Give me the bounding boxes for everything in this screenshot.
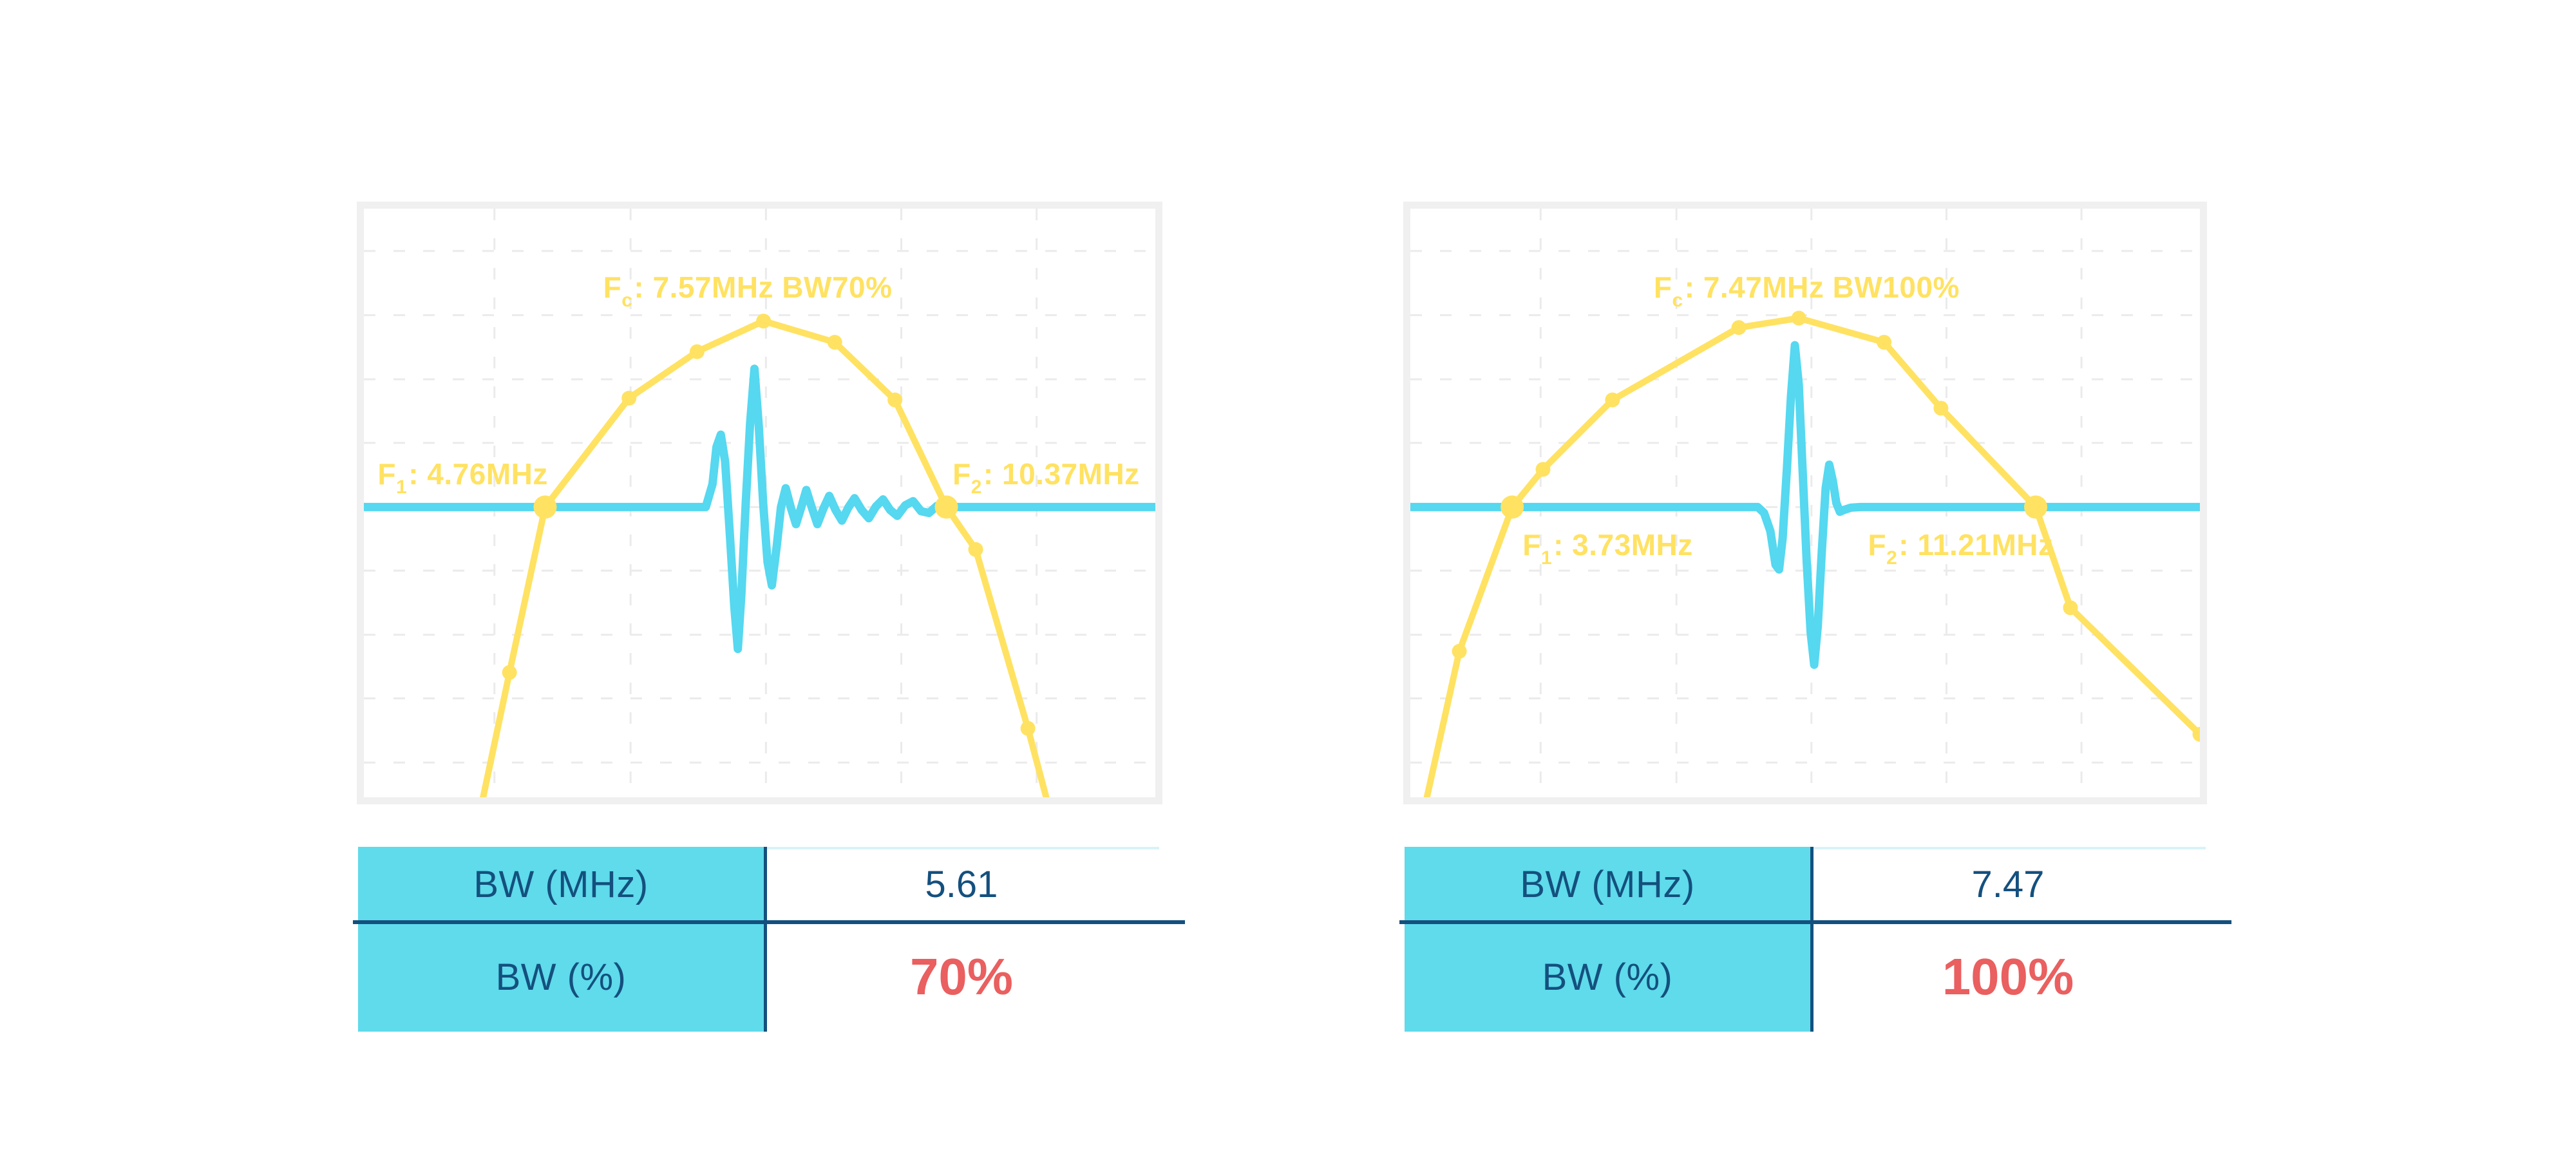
frequency-marker xyxy=(887,392,903,408)
bw-table-right: BW (MHz) 7.47 BW (%) 100% xyxy=(1399,847,2231,1032)
frequency-marker xyxy=(1791,310,1806,326)
bandwidth-envelope-line xyxy=(480,317,1050,797)
bw-mhz-value-cell: 5.61 xyxy=(925,864,998,905)
frequency-marker xyxy=(2192,726,2200,742)
bw-mhz-value-cell: 7.47 xyxy=(1971,864,2045,905)
cutoff-frequency-marker xyxy=(934,495,958,519)
f1-annotation: F1: 3.73MHz xyxy=(1522,527,1693,568)
annotation-text: : 3.73MHz xyxy=(1553,527,1693,562)
frequency-marker xyxy=(502,665,517,680)
frequency-marker xyxy=(689,344,705,359)
table-row: BW (MHz) 5.61 xyxy=(358,847,1159,922)
annotation-text: F xyxy=(377,457,396,491)
f2-annotation: F2: 10.37MHz xyxy=(952,457,1140,497)
frequency-marker xyxy=(2063,600,2078,616)
cutoff-frequency-marker xyxy=(2023,495,2047,519)
annotation-text: : 10.37MHz xyxy=(983,457,1140,491)
frequency-marker xyxy=(1731,320,1747,336)
bw-mhz-label-cell: BW (MHz) xyxy=(358,847,764,922)
frequency-marker xyxy=(1020,721,1036,736)
table-top-accent-line xyxy=(1810,847,2206,849)
annotation-text: F xyxy=(1522,527,1541,562)
pulse-spectrum-chart-left: Fc: 7.57MHz BW70% F1: 4.76MHz F2: 10.37MHz xyxy=(357,202,1162,804)
frequency-marker xyxy=(1452,643,1467,659)
bw-mhz-label-cell: BW (MHz) xyxy=(1405,847,1810,922)
annotation-text: : 7.57MHz BW70% xyxy=(634,270,893,305)
pulse-echo-waveform xyxy=(364,364,1155,654)
bw-pct-value-cell: 70% xyxy=(909,948,1014,1005)
annotation-text: F xyxy=(1653,270,1672,305)
table-divider-line xyxy=(1399,920,2231,924)
fc-annotation: Fc: 7.47MHz BW100% xyxy=(1653,270,1960,310)
frequency-marker xyxy=(968,542,983,557)
pulse-echo-waveform xyxy=(1410,341,2200,669)
bw-pct-label-cell: BW (%) xyxy=(358,922,764,1032)
frequency-marker xyxy=(1605,392,1620,408)
bw-table-left: BW (MHz) 5.61 BW (%) 70% xyxy=(353,847,1185,1032)
bw-pct-label-cell: BW (%) xyxy=(1405,922,1810,1032)
table-column-separator xyxy=(1810,847,1814,1032)
plot-area xyxy=(364,209,1155,797)
frequency-marker xyxy=(621,390,637,406)
table-row: BW (%) 70% xyxy=(358,922,1159,1032)
cutoff-frequency-marker xyxy=(1501,495,1524,519)
annotation-text: : 11.21MHz xyxy=(1899,527,2054,562)
table-row: BW (%) 100% xyxy=(1405,922,2206,1032)
bw-pct-value-cell: 100% xyxy=(1942,948,2074,1005)
annotation-text: 1 xyxy=(1540,547,1553,569)
frequency-marker xyxy=(1535,462,1551,477)
annotation-text: : 4.76MHz xyxy=(408,457,548,491)
annotation-text: 2 xyxy=(1886,547,1898,569)
annotation-text: 2 xyxy=(971,477,982,498)
annotation-text: F xyxy=(1868,527,1887,562)
table-top-accent-line xyxy=(764,847,1159,849)
annotation-text: c xyxy=(1672,290,1683,312)
cutoff-frequency-marker xyxy=(533,495,557,519)
frequency-marker xyxy=(1933,401,1949,416)
annotation-text: 1 xyxy=(396,477,408,498)
annotation-text: : 7.47MHz BW100% xyxy=(1684,270,1960,305)
f1-annotation: F1: 4.76MHz xyxy=(377,457,548,497)
annotation-text: c xyxy=(621,290,633,312)
f2-annotation: F2: 11.21MHz xyxy=(1868,527,2054,568)
table-column-separator xyxy=(764,847,767,1032)
annotation-text: F xyxy=(603,270,622,305)
fc-annotation: Fc: 7.57MHz BW70% xyxy=(603,270,893,310)
frequency-marker xyxy=(827,334,842,350)
table-divider-line xyxy=(353,920,1185,924)
bandwidth-envelope-line xyxy=(1423,315,2200,797)
pulse-spectrum-chart-right: Fc: 7.47MHz BW100% F1: 3.73MHz F2: 11.21MH… xyxy=(1403,202,2207,804)
table-row: BW (MHz) 7.47 xyxy=(1405,847,2206,922)
frequency-marker xyxy=(756,314,772,329)
plot-area xyxy=(1410,209,2200,797)
frequency-marker xyxy=(1877,334,1892,350)
annotation-text: F xyxy=(952,457,971,491)
